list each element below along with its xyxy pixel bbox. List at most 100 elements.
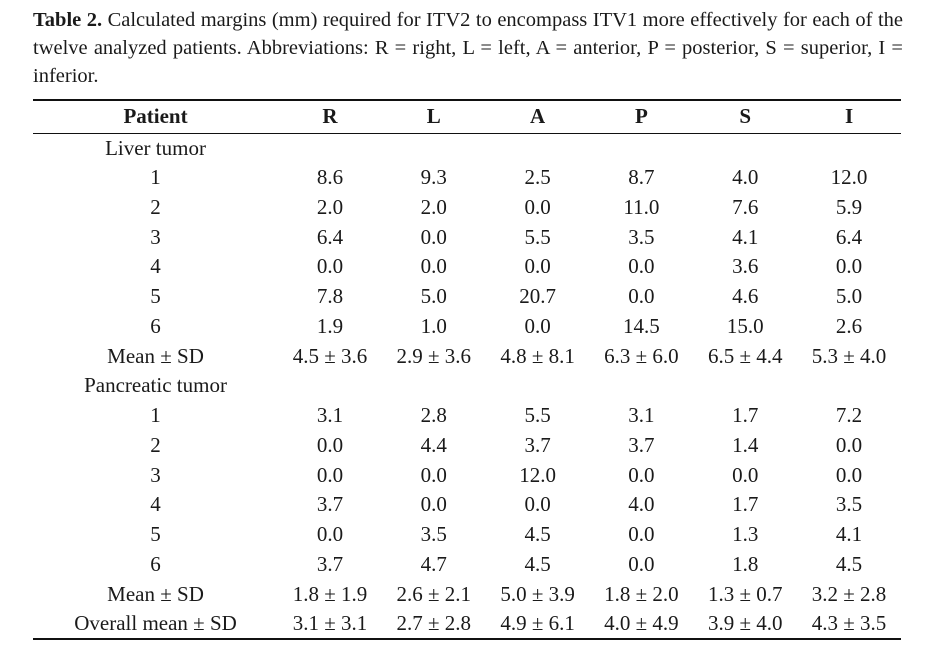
cell-i: 4.5 [835,551,863,576]
cell-s: 1.7 [732,403,759,428]
cell-patient: 5 [150,522,161,547]
cell-patient: Mean ± SD [107,343,204,368]
group-title: Liver tumor [105,135,206,160]
cell-l: 3.5 [420,522,447,547]
table-row: 2 0.0 4.4 3.7 3.7 1.4 0.0 [33,431,901,461]
cell-l: 0.0 [420,224,447,249]
cell-patient: 2 [150,194,161,219]
cell-l: 9.3 [420,165,447,190]
group-row: Liver tumor [33,133,901,163]
cell-s: 4.0 [732,165,759,190]
cell-s: 3.9 ± 4.0 [693,609,798,640]
cell-p: 14.5 [623,313,660,338]
table-row: 5 7.8 5.0 20.7 0.0 4.6 5.0 [33,282,901,312]
cell-i: 5.9 [835,194,863,219]
cell-p: 0.0 [628,462,655,487]
header-s: S [693,99,798,134]
cell-a: 20.7 [519,284,556,309]
cell-r: 6.4 [316,224,344,249]
cell-i: 6.4 [835,224,863,249]
cell-r: 3.7 [316,551,344,576]
cell-i: 5.0 [835,284,863,309]
empty-cell [486,371,590,401]
table-caption: Table 2. Calculated margins (mm) require… [33,6,903,90]
empty-cell [382,133,486,163]
empty-cell [589,133,693,163]
cell-r: 1.8 ± 1.9 [292,581,368,606]
empty-cell [382,371,486,401]
table-row: 3 0.0 0.0 12.0 0.0 0.0 0.0 [33,460,901,490]
cell-a: 4.5 [524,522,551,547]
cell-a: 5.5 [524,224,551,249]
cell-i: 4.1 [835,522,863,547]
cell-l: 4.7 [420,551,447,576]
cell-i: 12.0 [830,165,868,190]
cell-l: 5.0 [420,284,447,309]
empty-cell [278,133,382,163]
cell-r: 7.8 [316,284,344,309]
cell-patient: 5 [150,284,161,309]
cell-a: 0.0 [524,313,551,338]
cell-s: 1.3 ± 0.7 [707,581,783,606]
cell-i: 3.2 ± 2.8 [811,581,887,606]
empty-cell [797,371,901,401]
cell-i: 0.0 [835,462,863,487]
cell-i: 4.3 ± 3.5 [797,609,901,640]
empty-cell [693,133,797,163]
cell-s: 1.8 [732,551,759,576]
margins-table: Patient R L A P S I Liver tumor 1 8.6 9.3 2.… [33,99,901,640]
cell-s: 4.6 [732,284,759,309]
table-row: 1 8.6 9.3 2.5 8.7 4.0 12.0 [33,163,901,193]
cell-patient: 3 [150,224,161,249]
cell-l: 2.7 ± 2.8 [381,609,486,640]
cell-i: 0.0 [835,254,863,279]
header-a: A [485,99,590,134]
cell-patient: 1 [150,403,161,428]
table-row: 5 0.0 3.5 4.5 0.0 1.3 4.1 [33,520,901,550]
cell-l: 2.0 [420,194,447,219]
cell-l: 4.4 [420,432,447,457]
cell-i: 2.6 [835,313,863,338]
empty-cell [486,133,590,163]
cell-p: 3.5 [628,224,655,249]
cell-l: 2.9 ± 3.6 [396,343,472,368]
cell-s: 15.0 [726,313,764,338]
cell-r: 4.5 ± 3.6 [292,343,368,368]
header-row: Patient R L A P S I [33,99,901,134]
header-patient: Patient [33,99,279,134]
cell-s: 1.7 [732,492,759,517]
group-title: Pancreatic tumor [84,373,227,398]
cell-patient: 6 [150,313,161,338]
cell-a: 3.7 [524,432,551,457]
cell-s: 0.0 [732,462,759,487]
table-row: 4 0.0 0.0 0.0 0.0 3.6 0.0 [33,252,901,282]
cell-a: 5.0 ± 3.9 [500,581,575,606]
cell-patient: 4 [150,254,161,279]
cell-a: 2.5 [524,165,551,190]
cell-a: 4.5 [524,551,551,576]
cell-patient: 2 [150,432,161,457]
caption-text: Calculated margins (mm) required for ITV… [33,9,903,87]
table-row: 1 3.1 2.8 5.5 3.1 1.7 7.2 [33,401,901,431]
table-row: 6 1.9 1.0 0.0 14.5 15.0 2.6 [33,312,901,342]
cell-r: 0.0 [316,254,344,279]
cell-r: 3.1 ± 3.1 [278,609,382,640]
cell-l: 0.0 [420,492,447,517]
cell-a: 4.8 ± 8.1 [500,343,575,368]
table-row: 6 3.7 4.7 4.5 0.0 1.8 4.5 [33,550,901,580]
table-row: Mean ± SD 4.5 ± 3.6 2.9 ± 3.6 4.8 ± 8.1 6.3 … [33,341,901,371]
cell-p: 0.0 [628,522,655,547]
cell-p: 11.0 [623,194,660,219]
cell-s: 4.1 [732,224,759,249]
cell-i: 7.2 [835,403,863,428]
table-row: 2 2.0 2.0 0.0 11.0 7.6 5.9 [33,193,901,223]
header-r: R [278,99,382,134]
cell-a: 5.5 [524,403,551,428]
table-row: 3 6.4 0.0 5.5 3.5 4.1 6.4 [33,222,901,252]
cell-p: 0.0 [628,284,655,309]
cell-a: 4.9 ± 6.1 [485,609,590,640]
table-row: 4 3.7 0.0 0.0 4.0 1.7 3.5 [33,490,901,520]
cell-s: 3.6 [732,254,759,279]
cell-l: 2.6 ± 2.1 [396,581,472,606]
cell-patient: 3 [150,462,161,487]
